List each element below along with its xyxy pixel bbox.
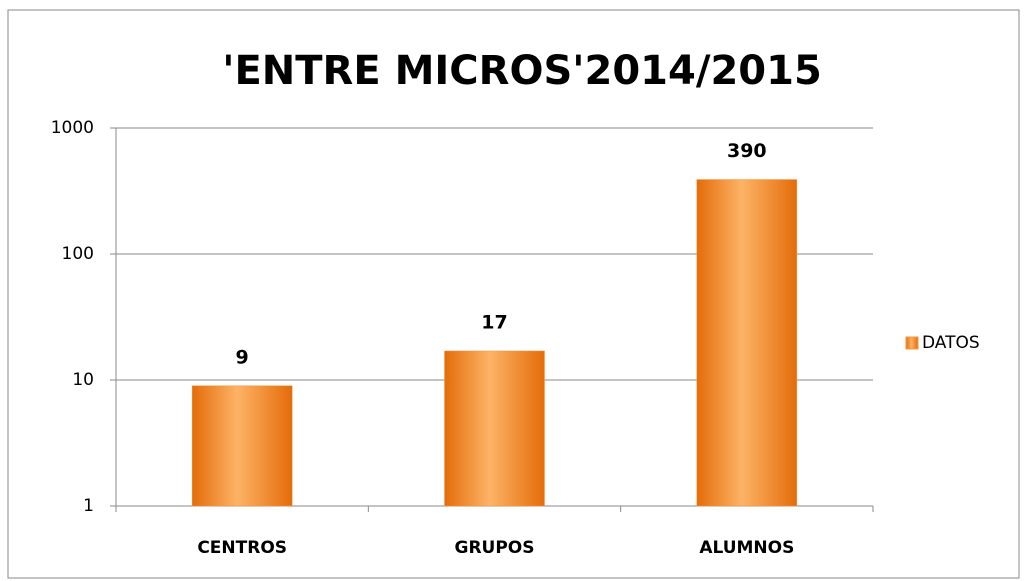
data-label: 390 xyxy=(727,140,767,162)
x-tick-label: ALUMNOS xyxy=(699,538,794,558)
data-label: 17 xyxy=(481,311,507,333)
y-tick-label: 1 xyxy=(83,496,94,516)
bar xyxy=(696,179,798,507)
x-tick-label: GRUPOS xyxy=(454,538,534,558)
bar xyxy=(191,385,293,507)
y-tick-label: 100 xyxy=(62,244,94,264)
x-tick-label: CENTROS xyxy=(197,538,287,558)
y-tick-label: 10 xyxy=(72,370,94,390)
data-label: 9 xyxy=(236,346,249,368)
bar xyxy=(444,350,545,507)
y-tick-label: 1000 xyxy=(51,118,94,138)
legend-key xyxy=(905,336,919,350)
legend-label: DATOS xyxy=(922,333,980,353)
chart-title: 'ENTRE MICROS'2014/2015 xyxy=(222,48,822,94)
